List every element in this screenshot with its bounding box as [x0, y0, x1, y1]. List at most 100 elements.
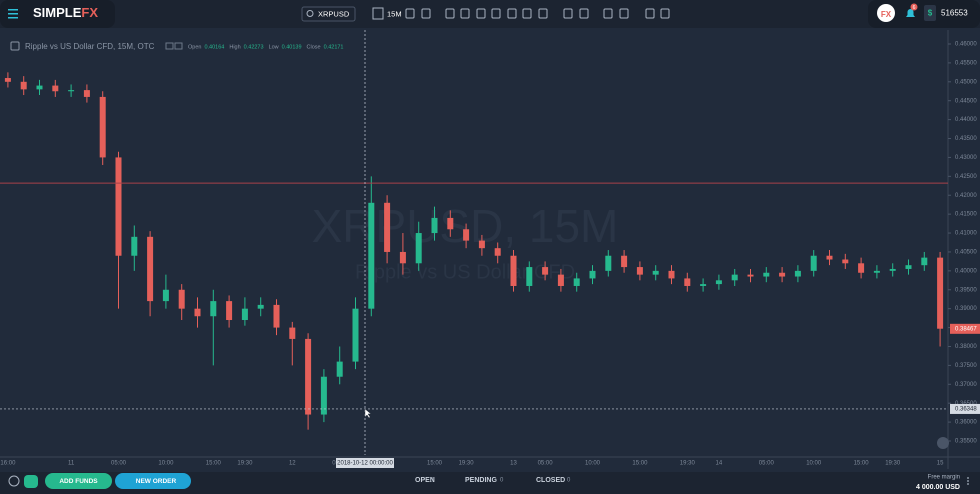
symbol-box[interactable]	[301, 6, 356, 22]
candle-body	[431, 217, 438, 234]
badge-count: 6	[913, 5, 916, 11]
tool-icon[interactable]	[619, 8, 629, 19]
x-tick-label: 10:00	[158, 461, 174, 467]
add-funds-label: ADD FUNDS	[59, 478, 98, 485]
currency: $	[928, 9, 933, 18]
settings-icon[interactable]	[8, 475, 20, 487]
legend-label: Open	[188, 44, 201, 50]
cursor	[364, 408, 372, 419]
tab-count: 0	[567, 478, 571, 484]
y-tick-label: 0.36500	[955, 401, 977, 407]
y-tick-label: 0.39500	[955, 287, 977, 293]
menu-icon[interactable]	[8, 9, 18, 19]
candle-body	[352, 308, 359, 362]
balance: 516553	[941, 9, 968, 18]
tool-icon[interactable]	[460, 8, 470, 19]
tool-icon[interactable]	[491, 8, 501, 19]
candle-body	[241, 308, 248, 321]
tool-icon[interactable]	[476, 8, 486, 19]
tool-icon[interactable]	[538, 8, 548, 19]
x-tick-label: 15:00	[427, 461, 443, 467]
tool-icon[interactable]	[660, 8, 670, 19]
crosshair-y-box	[950, 403, 980, 414]
tool-icon[interactable]	[405, 8, 415, 19]
candle-body	[731, 274, 738, 281]
currency-box	[924, 5, 936, 21]
candle-body	[273, 304, 280, 328]
x-tick-label: 05:00	[111, 461, 127, 467]
tool-icon[interactable]	[445, 8, 455, 19]
more-icon[interactable]	[967, 477, 969, 485]
candle-body	[700, 284, 707, 286]
symbol: XRPUSD	[318, 9, 350, 18]
candle-body	[510, 255, 517, 286]
chat-icon[interactable]	[24, 475, 38, 488]
candle-body	[810, 255, 817, 271]
candle-body	[384, 202, 391, 252]
candle-body	[336, 361, 343, 377]
candle-body	[226, 301, 233, 321]
tool-icon[interactable]	[507, 8, 517, 19]
tool-icon[interactable]	[522, 8, 532, 19]
tab-label[interactable]: PENDING	[465, 477, 497, 484]
x-tick-label: 19:30	[680, 461, 696, 467]
scroll-button[interactable]	[937, 437, 949, 449]
candle-body	[842, 259, 849, 264]
header-icon	[165, 42, 174, 50]
bell-icon[interactable]	[906, 9, 915, 17]
candle-body	[83, 90, 90, 97]
badge	[910, 3, 918, 11]
y-tick-label: 0.35500	[955, 439, 977, 445]
candle-body	[399, 251, 406, 264]
candle-body	[763, 272, 770, 277]
candle-body	[873, 270, 880, 273]
candle-body	[99, 96, 106, 158]
candle-body	[131, 236, 138, 256]
new-order-label: NEW ORDER	[136, 478, 177, 485]
tab-label[interactable]: CLOSED	[536, 477, 565, 484]
candle-body	[621, 255, 628, 268]
candle-body	[415, 233, 422, 264]
candle-body	[905, 265, 912, 269]
avatar[interactable]	[877, 4, 895, 22]
y-tick-label: 0.39000	[955, 306, 977, 312]
new-order-button[interactable]	[115, 473, 191, 489]
y-tick-label: 0.38000	[955, 344, 977, 350]
candle-body	[194, 308, 201, 317]
layout-icon[interactable]	[372, 7, 384, 20]
add-funds-button[interactable]	[45, 473, 112, 489]
tool-icon[interactable]	[579, 8, 589, 19]
tab-label[interactable]: OPEN	[415, 477, 435, 484]
legend-label: Close	[307, 44, 321, 50]
candle-body	[210, 301, 217, 317]
tool-icon[interactable]	[421, 8, 431, 19]
candle-body	[937, 257, 944, 329]
tool-icon[interactable]	[645, 8, 655, 19]
y-tick-label: 0.40500	[955, 250, 977, 256]
y-tick-label: 0.45000	[955, 79, 977, 85]
symbol-icon	[10, 41, 20, 51]
candle-body	[257, 304, 264, 309]
x-tick-label: 15:00	[854, 461, 870, 467]
x-tick-label: 10:00	[806, 461, 822, 467]
candle-body	[115, 157, 122, 256]
candle-body	[36, 85, 43, 90]
timeframe[interactable]: 15M	[387, 9, 402, 18]
y-tick-label: 0.36000	[955, 420, 977, 426]
search-icon	[306, 10, 314, 17]
tool-icon[interactable]	[563, 8, 573, 19]
candle-body	[52, 85, 59, 92]
candle-body	[557, 274, 564, 286]
header-icon	[174, 42, 183, 50]
legend-value: 0.40164	[204, 44, 224, 50]
ohlc-legend: Open 0.40164 High 0.42273 Low 0.40139 Close 0.4…	[188, 44, 344, 50]
candle-body	[4, 78, 11, 82]
tool-icon[interactable]	[603, 8, 613, 19]
crosshair-x-box	[336, 458, 394, 468]
candle-body	[305, 338, 312, 415]
tab-count: 0	[430, 478, 434, 484]
avatar-text: FX	[881, 10, 892, 19]
y-tick-label: 0.45500	[955, 60, 977, 66]
